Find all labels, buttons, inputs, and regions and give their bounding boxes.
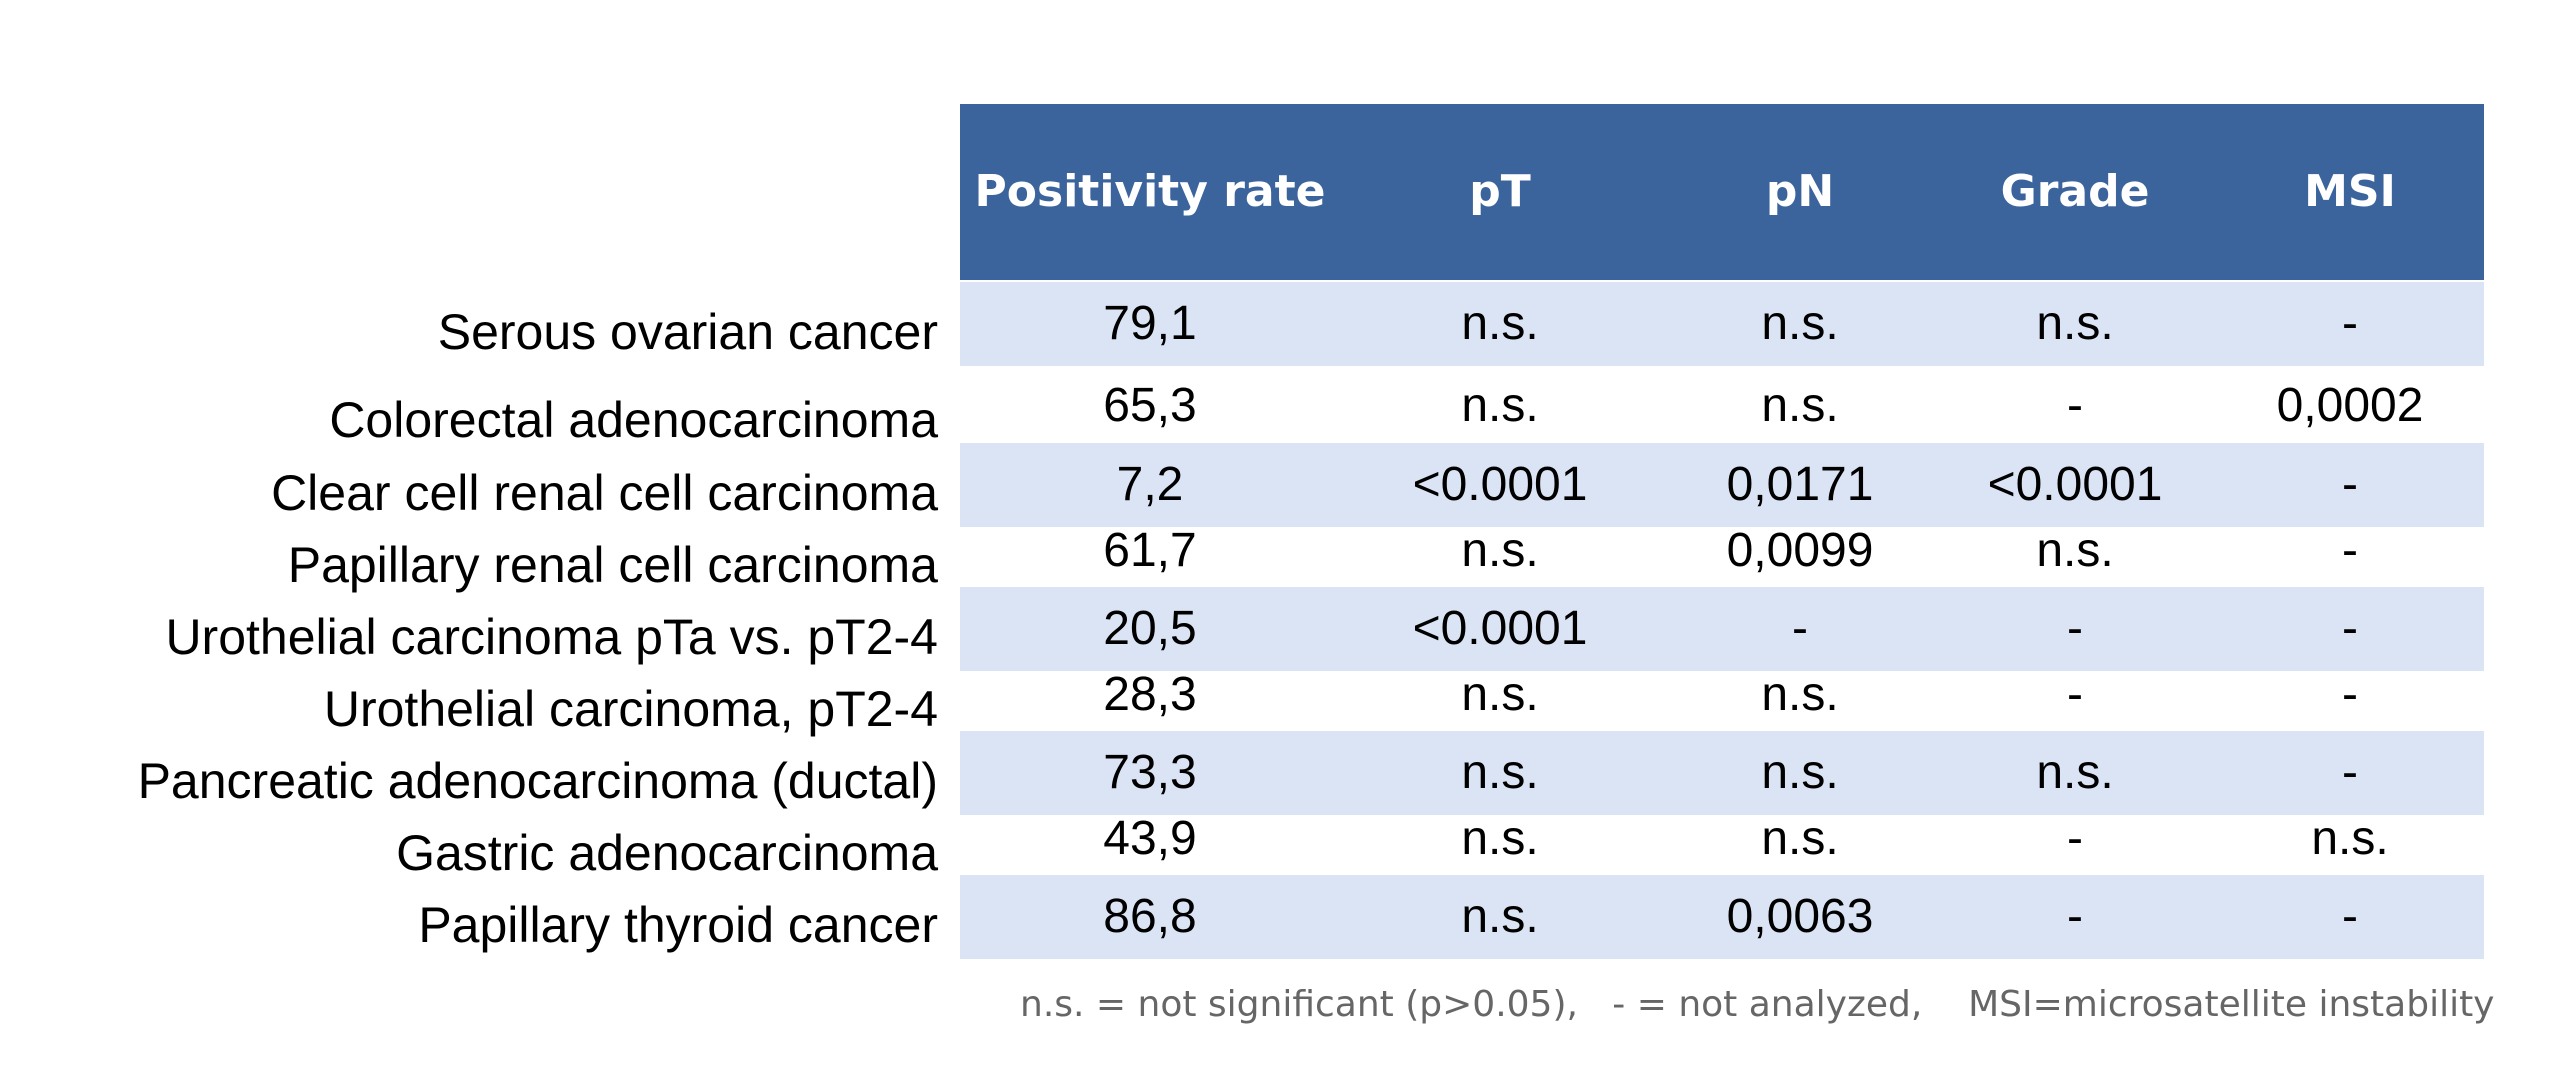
table-cell: n.s. (2036, 746, 2114, 799)
table-cell: - (2342, 668, 2358, 721)
row-label: Clear cell renal cell carcinoma (271, 465, 938, 521)
row-label: Urothelial carcinoma pTa vs. pT2-4 (165, 609, 938, 665)
table-row: Urothelial carcinoma pTa vs. pT2-4 20,5 <0… (0, 587, 2484, 671)
table-row: Papillary renal cell carcinoma 61,7 n.s. 0,… (0, 515, 2484, 593)
table-cell: - (2342, 602, 2358, 655)
row-label: Gastric adenocarcinoma (396, 825, 938, 881)
table-cell: <0.0001 (1987, 458, 2163, 511)
table-cell: - (2342, 524, 2358, 577)
table-row: Urothelial carcinoma, pT2-4 28,3 n.s. n.s. -… (0, 659, 2484, 737)
column-header: MSI (2304, 166, 2396, 217)
table-row: Pancreatic adenocarcinoma (ductal) 73,3 n.… (0, 731, 2484, 815)
table-row: Colorectal adenocarcinoma 65,3 n.s. n.s. - 0,… (0, 370, 2484, 448)
row-label: Pancreatic adenocarcinoma (ductal) (137, 753, 938, 809)
table-cell: - (1792, 602, 1808, 655)
table-footnote: n.s. = not significant (p>0.05), - = not… (1020, 984, 2495, 1025)
table-cell: 7,2 (1116, 458, 1184, 511)
column-header: pN (1765, 166, 1835, 217)
table-cell: n.s. (1461, 297, 1539, 350)
table-cell: n.s. (1461, 379, 1539, 432)
table-cell: 28,3 (1103, 668, 1197, 721)
row-background (960, 443, 2484, 527)
table-cell: n.s. (1761, 812, 1839, 865)
table-cell: - (2067, 379, 2083, 432)
table-cell: n.s. (1761, 746, 1839, 799)
table-cell: - (2067, 602, 2083, 655)
row-label: Colorectal adenocarcinoma (329, 392, 938, 448)
table-cell: - (2342, 458, 2358, 511)
table-cell: n.s. (1461, 812, 1539, 865)
table-cell: - (2067, 890, 2083, 943)
table-cell: n.s. (1461, 746, 1539, 799)
table-cell: 0,0171 (1726, 458, 1874, 511)
row-background (960, 282, 2484, 366)
row-label: Urothelial carcinoma, pT2-4 (323, 681, 938, 737)
column-header: Grade (2000, 166, 2150, 217)
table-cell: 61,7 (1103, 524, 1197, 577)
table-cell: 0,0002 (2276, 379, 2424, 432)
table-row: Clear cell renal cell carcinoma 7,2 <0.000… (0, 443, 2484, 527)
table-cell: - (2067, 812, 2083, 865)
table-cell: n.s. (1461, 524, 1539, 577)
table-cell: 43,9 (1103, 812, 1197, 865)
table-row: Papillary thyroid cancer 86,8 n.s. 0,0063 - - (0, 875, 2484, 959)
table-cell: n.s. (1761, 297, 1839, 350)
row-background (960, 587, 2484, 671)
column-header: pT (1469, 166, 1531, 217)
table-cell: <0.0001 (1412, 602, 1588, 655)
table-header-band (960, 104, 2484, 280)
row-background (960, 875, 2484, 959)
table-row: Gastric adenocarcinoma 43,9 n.s. n.s. - n.s. (0, 803, 2484, 881)
table-cell: - (2342, 890, 2358, 943)
table-row: Serous ovarian cancer 79,1 n.s. n.s. n.s. - (0, 282, 2484, 366)
table-cell: 86,8 (1103, 890, 1197, 943)
table-cell: <0.0001 (1412, 458, 1588, 511)
table-cell: n.s. (1461, 668, 1539, 721)
table-cell: n.s. (2311, 812, 2389, 865)
table-cell: n.s. (2036, 524, 2114, 577)
row-label: Serous ovarian cancer (437, 304, 938, 360)
table-cell: 79,1 (1103, 297, 1197, 350)
column-header: Positivity rate (974, 166, 1326, 217)
table-cell: n.s. (1461, 890, 1539, 943)
table-cell: 73,3 (1103, 746, 1197, 799)
table-cell: - (2342, 746, 2358, 799)
table-cell: 0,0063 (1726, 890, 1874, 943)
table-cell: n.s. (1761, 379, 1839, 432)
table-cell: 65,3 (1103, 379, 1197, 432)
table-cell: n.s. (2036, 297, 2114, 350)
table-cell: 0,0099 (1726, 524, 1874, 577)
row-label: Papillary renal cell carcinoma (287, 537, 938, 593)
table-cell: 20,5 (1103, 602, 1197, 655)
row-label: Papillary thyroid cancer (418, 897, 938, 953)
table-cell: n.s. (1761, 668, 1839, 721)
table-cell: - (2342, 297, 2358, 350)
row-background (960, 731, 2484, 815)
table-cell: - (2067, 668, 2083, 721)
